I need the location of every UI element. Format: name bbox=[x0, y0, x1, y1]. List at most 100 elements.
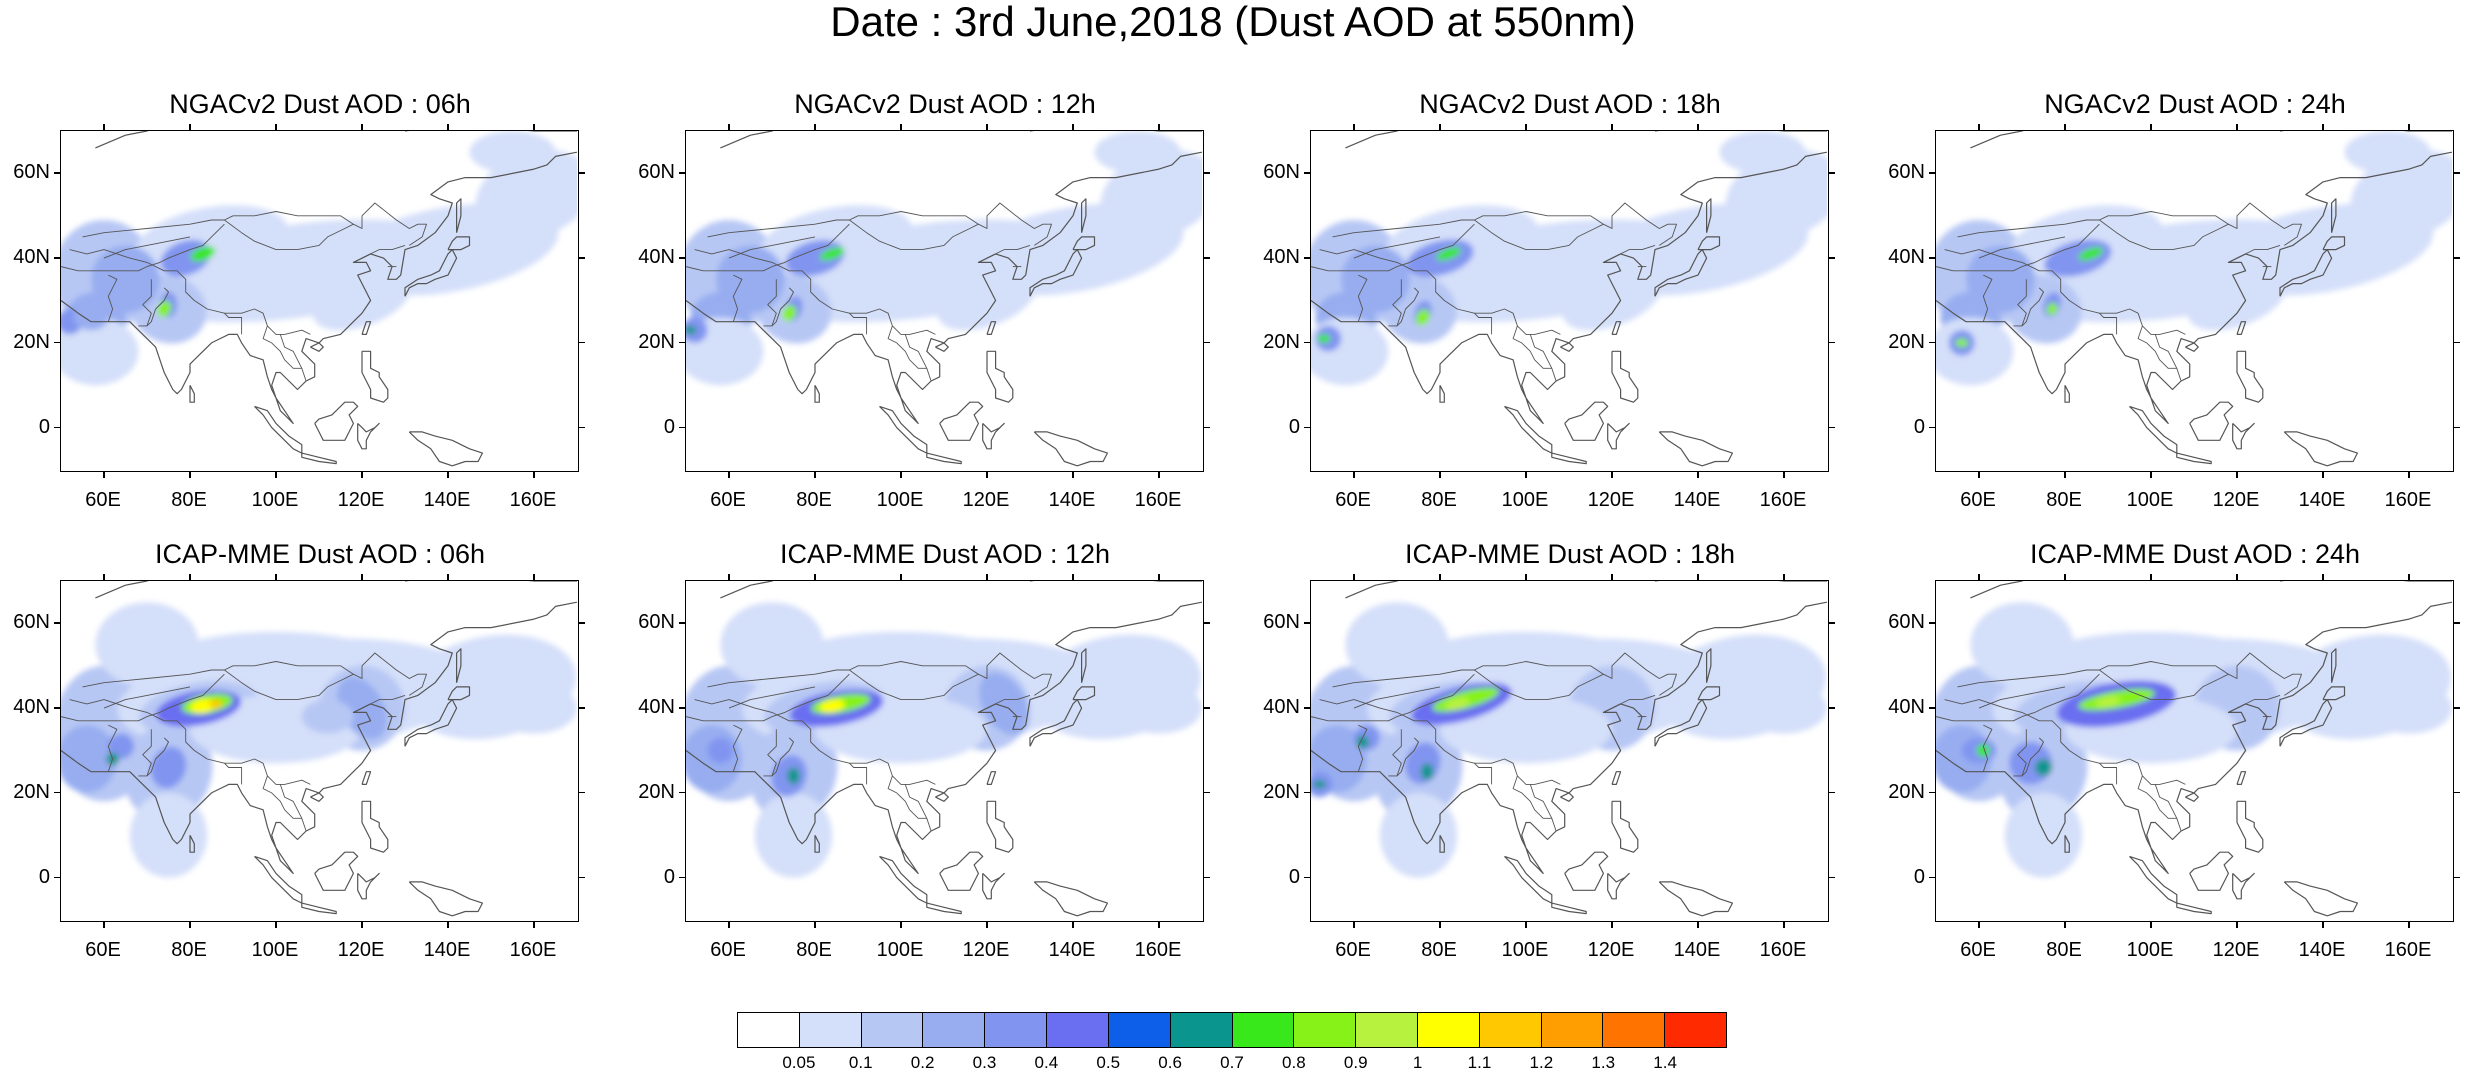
country-border bbox=[887, 775, 932, 832]
dust-aod-region bbox=[1936, 317, 2014, 386]
dust-field bbox=[1936, 131, 2452, 386]
country-border bbox=[224, 219, 354, 251]
dust-aod-region bbox=[2366, 682, 2452, 734]
country-border bbox=[1311, 716, 1337, 722]
map-panel: NGACv2 Dust AOD : 24h 60N 40N 20N 0 60E 80E 100… bbox=[1875, 90, 2460, 520]
latitude-tick-label: 0 bbox=[1288, 415, 1300, 438]
longitude-tick bbox=[1978, 124, 1980, 130]
dust-aod-region bbox=[129, 792, 208, 878]
dust-aod-region bbox=[2095, 696, 2121, 708]
longitude-tick-label: 140E bbox=[423, 489, 471, 511]
colorbar-swatch bbox=[799, 1013, 862, 1047]
dust-aod-region bbox=[1976, 744, 1990, 757]
country-border bbox=[1611, 694, 1656, 709]
latitude-tick-label: 60N bbox=[1263, 161, 1300, 184]
coastline bbox=[2279, 248, 2333, 297]
latitude-tick bbox=[1929, 426, 1935, 429]
longitude-tick bbox=[2408, 574, 2410, 580]
latitude-tick bbox=[679, 426, 685, 429]
latitude-tick bbox=[1204, 876, 1210, 879]
longitude-tick bbox=[1525, 124, 1527, 130]
coastline bbox=[935, 342, 949, 352]
coastline bbox=[986, 321, 997, 335]
coastline bbox=[361, 321, 372, 335]
colorbar-swatch bbox=[1603, 1013, 1666, 1047]
coastline bbox=[1706, 648, 1712, 683]
longitude-tick bbox=[1072, 124, 1074, 130]
country-border bbox=[2137, 325, 2182, 382]
latitude-tick bbox=[1829, 622, 1835, 624]
country-border bbox=[2021, 287, 2044, 327]
longitude-tick bbox=[2408, 124, 2410, 130]
longitude-tick bbox=[1697, 574, 1699, 580]
longitude-tick-label: 120E bbox=[962, 489, 1010, 511]
country-border bbox=[103, 236, 191, 259]
coastline bbox=[1654, 698, 1708, 747]
longitude-tick-label: 100E bbox=[876, 939, 924, 961]
longitude-tick-label: 100E bbox=[2126, 489, 2174, 511]
coastline bbox=[1029, 698, 1083, 747]
country-border bbox=[728, 686, 816, 709]
longitude-tick bbox=[2150, 124, 2152, 130]
longitude-tick bbox=[2322, 124, 2324, 130]
country-border bbox=[361, 694, 406, 709]
country-border bbox=[61, 266, 87, 272]
coastline bbox=[2331, 198, 2337, 233]
longitude-tick bbox=[2150, 472, 2152, 478]
country-border bbox=[224, 312, 243, 335]
country-border bbox=[2236, 694, 2281, 709]
latitude-tick-label: 0 bbox=[1913, 865, 1925, 888]
map-panel: NGACv2 Dust AOD : 06h 60N 40N 20N 0 60E 80E 100… bbox=[0, 90, 585, 520]
coastline bbox=[1345, 131, 1399, 149]
latitude-tick bbox=[1304, 172, 1310, 174]
latitude-tick-label: 40N bbox=[13, 246, 50, 269]
coastline bbox=[1611, 350, 1639, 403]
country-border bbox=[1512, 775, 1557, 832]
coastline bbox=[2322, 236, 2346, 251]
coastline bbox=[1081, 648, 1087, 683]
longitude-tick bbox=[2236, 472, 2238, 478]
longitude-tick-label: 80E bbox=[1421, 939, 1457, 961]
longitude-tick bbox=[1353, 124, 1355, 130]
country-border bbox=[1529, 334, 1553, 369]
dust-aod-region bbox=[1444, 697, 1470, 711]
latitude-tick-label: 0 bbox=[38, 415, 50, 438]
country-border bbox=[138, 729, 152, 777]
colorbar-swatch bbox=[1541, 1013, 1604, 1047]
latitude-tick bbox=[1204, 707, 1210, 709]
latitude-tick bbox=[2454, 876, 2460, 879]
coastline bbox=[939, 851, 984, 891]
longitude-tick bbox=[2322, 922, 2324, 928]
colorbar-swatch bbox=[1047, 1013, 1109, 1047]
latitude-tick bbox=[1304, 791, 1310, 794]
longitude-tick bbox=[1525, 922, 1527, 928]
dust-aod-map bbox=[1311, 131, 1827, 467]
dust-aod-region bbox=[979, 672, 1030, 736]
longitude-tick bbox=[533, 472, 535, 478]
longitude-tick-label: 140E bbox=[1048, 489, 1096, 511]
coastline bbox=[1611, 771, 1622, 785]
longitude-tick bbox=[900, 472, 902, 478]
latitude-tick bbox=[1929, 791, 1935, 794]
longitude-tick bbox=[2150, 574, 2152, 580]
coastline bbox=[189, 385, 195, 403]
coastline bbox=[408, 431, 483, 467]
dust-aod-region bbox=[754, 792, 833, 878]
latitude-tick-label: 20N bbox=[638, 780, 675, 803]
latitude-tick bbox=[1304, 257, 1310, 259]
country-border bbox=[2021, 737, 2044, 777]
panel-title: NGACv2 Dust AOD : 06h bbox=[169, 89, 471, 119]
country-border bbox=[1474, 762, 1493, 785]
country-border bbox=[2236, 244, 2281, 259]
country-border bbox=[1512, 325, 1557, 382]
country-border bbox=[2013, 279, 2027, 327]
longitude-tick bbox=[103, 574, 105, 580]
map-panel: NGACv2 Dust AOD : 18h 60N 40N 20N 0 60E 80E 100… bbox=[1250, 90, 1835, 520]
coastline bbox=[361, 771, 372, 785]
latitude-tick bbox=[1929, 876, 1935, 879]
coastline bbox=[447, 686, 471, 701]
dust-aod-map bbox=[61, 131, 577, 467]
coastline bbox=[2236, 321, 2247, 335]
colorbar-label: 0.1 bbox=[848, 1053, 873, 1072]
dust-aod-region bbox=[1415, 309, 1430, 326]
